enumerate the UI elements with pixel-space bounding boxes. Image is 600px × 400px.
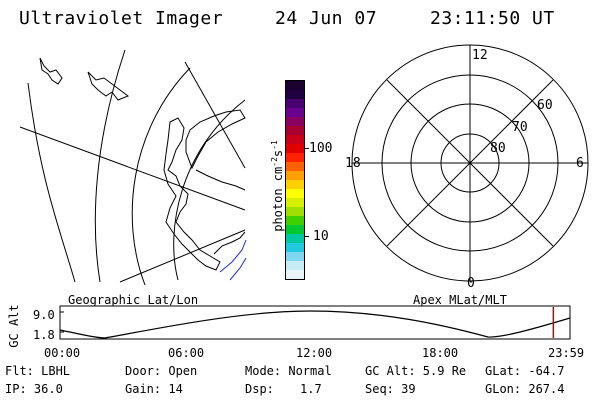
mlat-label-80: 80	[490, 141, 506, 156]
coastline	[163, 117, 221, 271]
status-gc-alt: GC Alt: 5.9 Re	[365, 364, 467, 378]
coastline	[87, 71, 130, 101]
polar-diagonal	[386, 79, 554, 247]
colorbar-swatch	[286, 90, 304, 99]
colorbar-swatch	[286, 153, 304, 162]
colorbar	[285, 80, 305, 280]
colorbar-tick-mark	[305, 148, 309, 149]
x-tick-12: 12:00	[296, 346, 333, 360]
time-label: 23:11:50 UT	[430, 8, 555, 29]
x-tick-18: 18:00	[422, 346, 459, 360]
status-mode: Mode: Normal	[245, 364, 332, 378]
status-ip: IP: 36.0	[5, 382, 63, 396]
app-title: Ultraviolet Imager	[19, 8, 224, 29]
x-tick-06: 06:00	[168, 346, 205, 360]
colorbar-swatch	[286, 216, 304, 225]
colorbar-tick-10: 10	[313, 229, 329, 244]
mlat-label-60: 60	[537, 98, 553, 113]
coastline	[195, 169, 246, 191]
colorbar-swatch	[286, 270, 304, 279]
map-lon-line	[119, 229, 246, 283]
gc-alt-trajectory	[59, 310, 571, 339]
map-lon-line	[184, 61, 246, 169]
map-lat-arc	[27, 82, 76, 283]
x-tick-2359: 23:59	[548, 346, 585, 360]
colorbar-swatch	[286, 207, 304, 216]
colorbar-tick-mark	[305, 236, 309, 237]
colorbar-swatch	[286, 234, 304, 243]
colorbar-swatch	[286, 243, 304, 252]
colorbar-swatch	[286, 252, 304, 261]
apex-caption: Apex MLat/MLT	[413, 293, 507, 307]
colorbar-swatch	[286, 117, 304, 126]
colorbar-swatch	[286, 180, 304, 189]
status-flt: Flt: LBHL	[5, 364, 71, 378]
colorbar-swatch	[286, 162, 304, 171]
coastline	[185, 109, 246, 170]
status-dsp-label: Dsp:	[245, 382, 274, 396]
coastline-blue	[229, 257, 247, 281]
status-glon: GLon: 267.4	[485, 382, 565, 396]
date-label: 24 Jun 07	[275, 8, 378, 29]
map-lon-line	[19, 126, 246, 211]
status-seq: Seq: 39	[365, 382, 416, 396]
colorbar-swatch	[286, 108, 304, 117]
map-lat-arc	[94, 49, 126, 283]
coastline	[213, 231, 246, 255]
geographic-caption: Geographic Lat/Lon	[68, 293, 199, 307]
map-lat-arc	[131, 67, 191, 286]
gc-alt-frame	[59, 305, 571, 340]
colorbar-swatch	[286, 81, 304, 90]
colorbar-swatch	[286, 225, 304, 234]
colorbar-swatch	[286, 99, 304, 108]
colorbar-swatch	[286, 189, 304, 198]
coastline-blue	[219, 239, 247, 273]
colorbar-tick-100: 100	[309, 141, 333, 156]
gc-alt-y-bottom: 1.8	[33, 328, 55, 342]
colorbar-swatch	[286, 144, 304, 153]
colorbar-swatch	[286, 171, 304, 180]
x-tick-00: 00:00	[44, 346, 81, 360]
mlt-label-6: 6	[576, 156, 584, 171]
mlat-label-70: 70	[512, 120, 528, 135]
status-glat: GLat: -64.7	[485, 364, 565, 378]
status-dsp-value: 1.7	[300, 382, 322, 396]
colorbar-swatch	[286, 135, 304, 144]
colorbar-swatch	[286, 261, 304, 270]
mlt-label-18: 18	[345, 156, 361, 171]
map-lat-arc	[173, 99, 246, 281]
colorbar-swatch	[286, 126, 304, 135]
status-door: Door: Open	[125, 364, 198, 378]
mlt-label-0: 0	[467, 276, 475, 291]
gc-alt-y-top: 9.0	[33, 308, 55, 322]
coastline	[39, 57, 63, 85]
status-gain: Gain: 14	[125, 382, 183, 396]
mlt-label-12: 12	[472, 48, 488, 63]
colorbar-swatch	[286, 198, 304, 207]
